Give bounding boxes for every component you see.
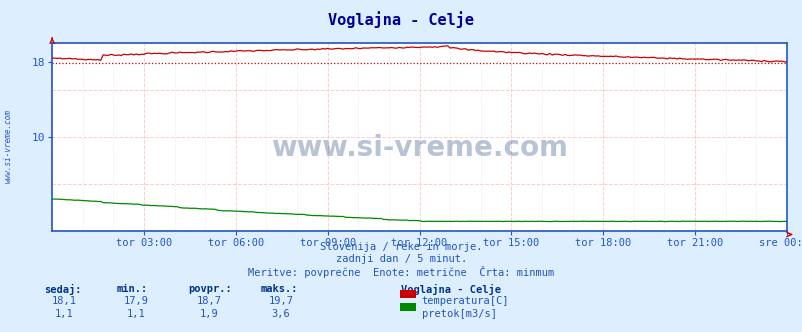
Text: www.si-vreme.com: www.si-vreme.com (3, 109, 13, 183)
Text: zadnji dan / 5 minut.: zadnji dan / 5 minut. (335, 254, 467, 264)
Text: www.si-vreme.com: www.si-vreme.com (271, 134, 567, 162)
Text: 1,1: 1,1 (127, 309, 146, 319)
Text: povpr.:: povpr.: (188, 284, 232, 294)
Text: Meritve: povprečne  Enote: metrične  Črta: minmum: Meritve: povprečne Enote: metrične Črta:… (248, 266, 554, 278)
Text: 19,7: 19,7 (268, 296, 294, 306)
Text: 3,6: 3,6 (271, 309, 290, 319)
Text: Slovenija / reke in morje.: Slovenija / reke in morje. (320, 242, 482, 252)
Text: Voglajna - Celje: Voglajna - Celje (328, 12, 474, 29)
Text: maks.:: maks.: (261, 284, 298, 294)
Text: pretok[m3/s]: pretok[m3/s] (421, 309, 496, 319)
Text: temperatura[C]: temperatura[C] (421, 296, 508, 306)
Text: sedaj:: sedaj: (44, 284, 82, 295)
Text: 18,7: 18,7 (196, 296, 221, 306)
Text: 18,1: 18,1 (51, 296, 77, 306)
Text: 1,9: 1,9 (199, 309, 218, 319)
Text: 17,9: 17,9 (124, 296, 149, 306)
Text: 1,1: 1,1 (55, 309, 74, 319)
Text: Voglajna - Celje: Voglajna - Celje (401, 284, 501, 295)
Text: min.:: min.: (116, 284, 148, 294)
